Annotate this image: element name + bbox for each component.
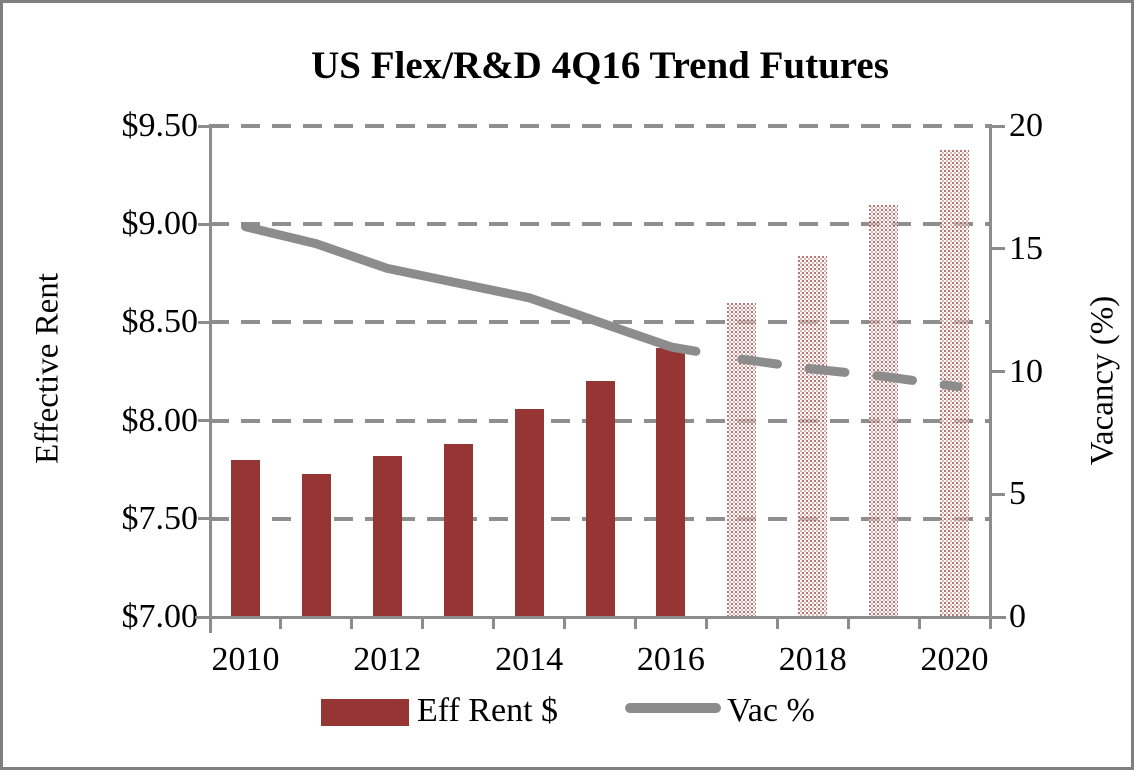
legend-label-eff-rent: Eff Rent $: [417, 692, 559, 729]
left-axis-tick-label: $7.00: [121, 598, 199, 635]
bar-2014: [514, 408, 544, 617]
x-axis-tick-label: 2016: [636, 641, 705, 678]
x-axis-tick: [775, 617, 779, 629]
x-axis-tick: [988, 617, 992, 629]
chart-title: US Flex/R&D 4Q16 Trend Futures: [311, 44, 889, 87]
left-axis-tick: [198, 320, 221, 324]
x-axis-tick: [492, 617, 496, 629]
left-axis-tick: [198, 419, 221, 423]
right-axis-tick-label: 20: [1009, 107, 1043, 144]
bar-2010: [230, 459, 260, 617]
left-axis-tick: [198, 124, 221, 128]
right-axis-tick: [990, 370, 1005, 373]
x-axis-tick: [421, 617, 425, 629]
right-axis-tick: [990, 124, 1005, 128]
legend-line-swatch: [625, 703, 721, 713]
bar-2015: [585, 381, 615, 617]
right-axis-tick-label: 5: [1009, 475, 1026, 513]
bar-2013: [443, 444, 473, 617]
bar-2011: [301, 473, 331, 617]
left-axis-tick-label: $7.50: [121, 499, 199, 537]
right-axis-tick: [990, 247, 1005, 251]
x-axis-line: [195, 616, 1006, 619]
x-axis-tick: [208, 617, 212, 629]
x-axis-tick: [350, 617, 354, 629]
left-axis-tick: [198, 222, 221, 226]
gridline: [210, 124, 990, 128]
right-axis-tick: [990, 492, 1005, 496]
left-axis-tick-label: $8.00: [121, 401, 199, 439]
right-axis-tick-label: 15: [1009, 229, 1043, 267]
bar-2012: [372, 455, 402, 617]
bar-2016: [656, 347, 686, 617]
left-axis-tick-label: $8.50: [121, 303, 199, 341]
x-axis-tick-label: 2014: [495, 641, 564, 678]
x-axis-tick-label: 2012: [353, 641, 422, 678]
left-axis-tick-label: $9.00: [121, 205, 199, 243]
x-axis-tick: [279, 617, 283, 629]
x-axis-tick-label: 2018: [778, 641, 847, 678]
x-axis-tick: [846, 617, 850, 629]
bar-2019-forecast: [869, 204, 899, 617]
line-series: [241, 222, 963, 392]
legend-bar-swatch: [321, 699, 409, 726]
right-axis-tick-label: 10: [1009, 352, 1043, 390]
x-axis-tick-label: 2020: [920, 641, 989, 678]
x-axis-tick: [704, 617, 708, 629]
legend-label-vac: Vac %: [727, 692, 815, 729]
right-axis-tick: [990, 615, 1005, 619]
x-axis-tick: [633, 617, 637, 629]
vac-line-forecast: [737, 354, 963, 392]
right-axis-tick-label: 0: [1009, 598, 1026, 635]
y-axis-line: [208, 124, 212, 633]
x-axis-tick: [917, 617, 921, 629]
left-axis-tick-label: $9.50: [121, 107, 199, 144]
x-axis-tick: [563, 617, 567, 629]
left-axis-tick: [198, 517, 221, 521]
x-axis-tick-label: 2010: [211, 641, 280, 678]
bar-2018-forecast: [798, 255, 828, 617]
gridline: [210, 222, 990, 227]
vac-line-actual: [241, 222, 701, 356]
